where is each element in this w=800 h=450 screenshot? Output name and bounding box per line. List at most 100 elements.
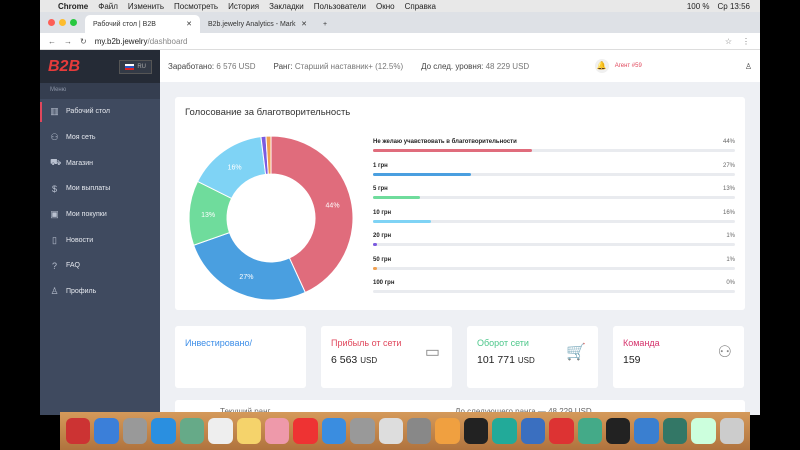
- stat-title: Инвестировано/: [185, 338, 252, 348]
- os-menubar: Chrome Файл Изменить Посмотреть История …: [40, 0, 760, 12]
- tab-analytics[interactable]: B2b.jewelry Analytics - Mark ✕: [200, 15, 315, 33]
- earned-value: 6 576 USD: [216, 61, 256, 71]
- close-window-button[interactable]: [48, 19, 55, 26]
- dollar-icon: $: [51, 183, 57, 194]
- dock-app-icon[interactable]: [577, 418, 603, 444]
- legend-row: 20 грн 1%: [373, 233, 735, 257]
- user-icon[interactable]: ♙: [744, 61, 752, 71]
- dock-app-icon[interactable]: [264, 418, 290, 444]
- maximize-window-button[interactable]: [70, 19, 77, 26]
- sidebar: B2B RU Меню ▥ Рабочий стол ⚇ Моя сеть ⛟ Магази…: [40, 50, 160, 415]
- menu-item[interactable]: Посмотреть: [174, 1, 219, 11]
- back-icon[interactable]: ←: [48, 36, 56, 46]
- bookmark-star-icon[interactable]: ☆: [724, 36, 732, 46]
- progress-track: [373, 149, 735, 152]
- sidebar-item[interactable]: ♙ Профиль: [40, 279, 160, 305]
- slice-label: 44%: [326, 203, 340, 210]
- sidebar-item[interactable]: ⚇ Моя сеть: [40, 125, 160, 151]
- donut-slice[interactable]: [193, 231, 306, 301]
- charity-vote-card: Голосование за благотворительность 44% 27…: [175, 97, 745, 310]
- dock-app-icon[interactable]: [151, 418, 176, 444]
- menu-item[interactable]: История: [228, 1, 260, 11]
- chart-title: Голосование за благотворительность: [185, 107, 351, 118]
- dock-app-icon[interactable]: [208, 418, 233, 444]
- browser-menu-icon[interactable]: ⋮: [742, 36, 750, 46]
- battery[interactable]: 100 %: [686, 1, 710, 11]
- dock-app-icon[interactable]: [350, 418, 375, 444]
- stat-card: Оборот сети 101 771 USD 🛒: [467, 326, 598, 388]
- close-tab-icon[interactable]: ✕: [186, 21, 192, 28]
- dock-app-icon[interactable]: [122, 418, 148, 444]
- stat-card: Инвестировано/: [175, 326, 306, 388]
- dock-app-icon[interactable]: [378, 418, 404, 444]
- menu-item[interactable]: Окно: [375, 1, 395, 11]
- menu-item[interactable]: Закладки: [269, 1, 304, 11]
- legend-percent: 27%: [722, 162, 735, 169]
- sidebar-item[interactable]: ▣ Мои покупки: [40, 202, 160, 228]
- progress-track: [373, 266, 735, 270]
- dock-app-icon[interactable]: [520, 418, 546, 444]
- dock-app-icon[interactable]: [634, 418, 659, 444]
- dock-app-icon[interactable]: [94, 418, 119, 444]
- menu-item[interactable]: Файл: [98, 1, 118, 11]
- donut-slice[interactable]: [270, 135, 354, 294]
- agent-id[interactable]: Агент #59: [614, 63, 642, 69]
- dock-app-icon[interactable]: [691, 418, 716, 444]
- dock-app-icon[interactable]: [463, 418, 489, 444]
- dock-app-icon[interactable]: [179, 418, 205, 444]
- sidebar-item-label: Мои покупки: [66, 211, 107, 219]
- cart-icon: ⛟: [50, 157, 62, 168]
- flag-icon: [125, 63, 135, 70]
- menu-item[interactable]: Пользователи: [313, 1, 366, 11]
- language-selector[interactable]: RU: [119, 59, 152, 74]
- forward-icon[interactable]: →: [64, 36, 72, 46]
- rank-value: Старший наставник+ (12.5%): [294, 61, 404, 71]
- url-input[interactable]: my.b2b.jewelry/dashboard: [95, 37, 188, 46]
- tab-dashboard[interactable]: Рабочий стол | B2B ✕: [85, 15, 200, 33]
- sidebar-item[interactable]: ⛟ Магазин: [40, 150, 160, 176]
- logo[interactable]: B2B: [48, 57, 81, 75]
- sidebar-item[interactable]: ▯ Новости: [40, 227, 160, 253]
- sidebar-item[interactable]: ? FAQ: [40, 253, 160, 279]
- legend-row: 5 грн 13%: [373, 186, 735, 210]
- close-tab-icon[interactable]: ✕: [301, 21, 307, 28]
- stat-value: 6 563 USD: [331, 354, 442, 366]
- stat-title: Прибыль от сети: [331, 338, 402, 348]
- dock-app-icon[interactable]: [549, 418, 574, 444]
- menu-app[interactable]: Chrome: [58, 1, 89, 11]
- minimize-window-button[interactable]: [59, 19, 66, 26]
- stat-title: Команда: [623, 338, 660, 348]
- sidebar-item-label: Моя сеть: [66, 134, 96, 142]
- bag-icon: ▣: [50, 209, 59, 220]
- donut-slice[interactable]: [265, 135, 272, 175]
- stat-value: 101 771 USD: [477, 354, 588, 366]
- dock-app-icon[interactable]: [606, 418, 631, 444]
- dock-app-icon[interactable]: [719, 418, 745, 444]
- main-content: Голосование за благотворительность 44% 27…: [160, 82, 760, 420]
- users-icon: ⚇: [717, 344, 732, 361]
- reload-icon[interactable]: ↻: [80, 36, 87, 46]
- stat-card: Команда 159 ⚇: [613, 326, 744, 388]
- sidebar-item[interactable]: $ Мои выплаты: [40, 176, 160, 202]
- menu-item[interactable]: Справка: [404, 1, 436, 11]
- tab-title: B2b.jewelry Analytics - Mark: [208, 20, 296, 28]
- dock-app-icon[interactable]: [293, 418, 318, 444]
- dock-app-icon[interactable]: [435, 418, 460, 444]
- sidebar-item[interactable]: ▥ Рабочий стол: [40, 99, 160, 125]
- progress-fill: [373, 149, 533, 152]
- dock-app-icon[interactable]: [407, 418, 432, 444]
- menu-item[interactable]: Изменить: [127, 1, 164, 11]
- bell-icon[interactable]: 🔔: [594, 59, 609, 73]
- dock-app-icon[interactable]: [492, 418, 517, 444]
- earned-label: Заработано:: [168, 61, 215, 71]
- dock-app-icon[interactable]: [66, 418, 91, 444]
- stat-number: 159: [623, 354, 641, 366]
- new-tab-button[interactable]: +: [323, 20, 328, 28]
- dock-app-icon[interactable]: [662, 418, 688, 444]
- stat-unit: USD: [360, 356, 378, 365]
- clock[interactable]: Ср 13:56: [717, 1, 750, 11]
- dock-app-icon[interactable]: [321, 418, 347, 444]
- progress-track: [373, 172, 735, 176]
- legend-row: 10 грн 16%: [373, 210, 735, 234]
- dock-app-icon[interactable]: [236, 418, 261, 444]
